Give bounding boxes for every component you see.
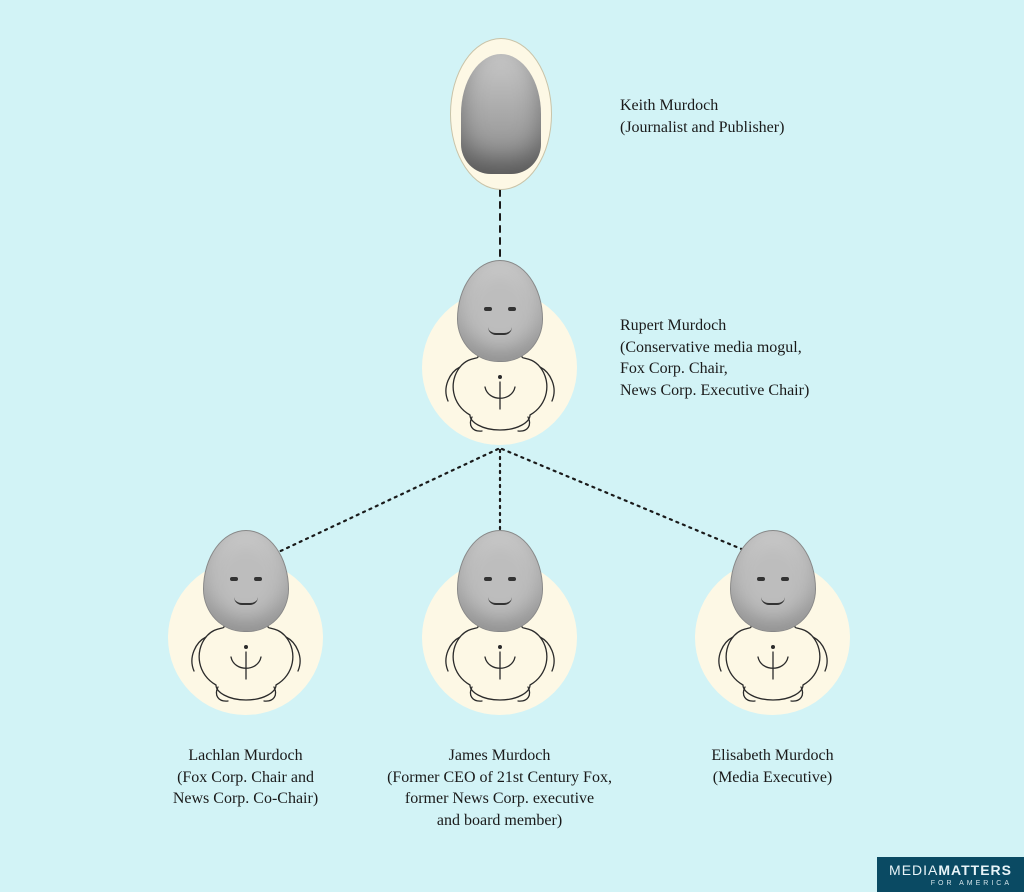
- watermark-mediamatters: MEDIAMATTERS FOR AMERICA: [877, 857, 1024, 892]
- watermark-sub: FOR AMERICA: [889, 880, 1012, 887]
- baby-elisabeth: [695, 560, 850, 715]
- baby-lachlan: [168, 560, 323, 715]
- name-text: James Murdoch: [365, 745, 635, 767]
- desc-text: (Media Executive): [638, 767, 908, 789]
- node-james: James Murdoch (Former CEO of 21st Centur…: [422, 560, 577, 715]
- node-elisabeth: Elisabeth Murdoch (Media Executive): [695, 560, 850, 715]
- desc-text: (Fox Corp. Chair andNews Corp. Co-Chair): [111, 767, 381, 810]
- label-lachlan: Lachlan Murdoch (Fox Corp. Chair andNews…: [111, 745, 381, 810]
- desc-text: (Conservative media mogul,Fox Corp. Chai…: [620, 337, 900, 402]
- watermark-part2: MATTERS: [938, 862, 1012, 878]
- label-elisabeth: Elisabeth Murdoch (Media Executive): [638, 745, 908, 788]
- desc-text: (Former CEO of 21st Century Fox,former N…: [365, 767, 635, 832]
- label-james: James Murdoch (Former CEO of 21st Centur…: [365, 745, 635, 831]
- desc-text: (Journalist and Publisher): [620, 117, 900, 139]
- label-rupert: Rupert Murdoch (Conservative media mogul…: [620, 315, 900, 401]
- head-james-icon: [457, 530, 543, 632]
- node-lachlan: Lachlan Murdoch (Fox Corp. Chair andNews…: [168, 560, 323, 715]
- baby-rupert: [422, 290, 577, 445]
- head-elisabeth-icon: [730, 530, 816, 632]
- head-lachlan-icon: [203, 530, 289, 632]
- name-text: Elisabeth Murdoch: [638, 745, 908, 767]
- baby-james: [422, 560, 577, 715]
- watermark-part1: MEDIA: [889, 862, 938, 878]
- portrait-placeholder-icon: [461, 54, 541, 174]
- node-rupert: [422, 290, 577, 445]
- node-keith: [450, 38, 552, 190]
- name-text: Lachlan Murdoch: [111, 745, 381, 767]
- head-rupert-icon: [457, 260, 543, 362]
- label-keith: Keith Murdoch (Journalist and Publisher): [620, 95, 900, 138]
- name-text: Keith Murdoch: [620, 95, 900, 117]
- portrait-keith: [450, 38, 552, 190]
- family-tree-canvas: Keith Murdoch (Journalist and Publisher): [0, 0, 1024, 892]
- name-text: Rupert Murdoch: [620, 315, 900, 337]
